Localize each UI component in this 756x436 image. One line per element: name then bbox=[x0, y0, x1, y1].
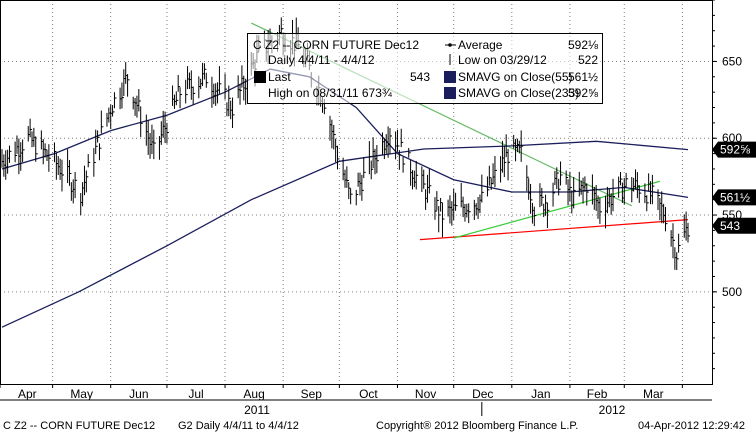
footer-period: G2 Daily 4/4/11 to 4/4/12 bbox=[178, 420, 299, 432]
legend-value: 592⅝ bbox=[568, 86, 599, 100]
right-label-text: 592⅝ bbox=[720, 143, 751, 157]
legend-average-dot bbox=[448, 43, 452, 47]
x-month-label: Aug bbox=[243, 387, 264, 401]
y-tick-label: 500 bbox=[722, 285, 742, 299]
legend-label: High on 08/31/11 673¾ bbox=[268, 86, 393, 100]
legend-value: 522 bbox=[578, 53, 598, 67]
legend-label: Low on 03/29/12 bbox=[458, 53, 547, 67]
footer: C Z2 -- CORN FUTURE Dec12 G2 Daily 4/4/1… bbox=[0, 416, 756, 436]
legend-label: Average bbox=[458, 38, 503, 52]
x-year-label: 2012 bbox=[599, 403, 626, 416]
legend-label: SMAVG on Close(55) bbox=[458, 70, 573, 84]
footer-security: C Z2 -- CORN FUTURE Dec12 bbox=[3, 420, 156, 432]
legend-label: Daily 4/4/11 - 4/4/12 bbox=[268, 53, 375, 67]
legend-value: 592⅛ bbox=[568, 38, 599, 52]
x-month-label: Dec bbox=[472, 387, 493, 401]
right-label-box bbox=[712, 141, 756, 158]
plot-frame bbox=[0, 0, 713, 385]
x-year-label: 2011 bbox=[244, 403, 270, 416]
x-month-label: Feb bbox=[587, 387, 608, 401]
x-month-label: May bbox=[70, 387, 93, 401]
right-value-label: 592⅝ bbox=[712, 141, 756, 158]
footer-copyright: Copyright® 2012 Bloomberg Finance L.P. bbox=[376, 420, 579, 432]
legend-sma-marker bbox=[444, 71, 456, 83]
x-month-label: Sep bbox=[301, 387, 323, 401]
x-month-label: Mar bbox=[643, 387, 664, 401]
trendline bbox=[419, 219, 689, 241]
x-month-label: Apr bbox=[18, 387, 37, 401]
legend-label: SMAVG on Close(233) bbox=[458, 86, 579, 100]
sma233-path bbox=[1, 140, 689, 328]
y-tick-label: 650 bbox=[722, 54, 742, 68]
right-label-text: 561½ bbox=[720, 190, 750, 204]
legend-sma-marker bbox=[444, 87, 456, 99]
legend-value: 561½ bbox=[568, 70, 598, 84]
right-value-label: 561½ bbox=[712, 189, 756, 206]
legend-box bbox=[247, 33, 603, 104]
sma233-line bbox=[1, 140, 689, 328]
trendline bbox=[453, 180, 661, 239]
legend-last-marker bbox=[254, 71, 266, 83]
legend-header: C Z2 -- CORN FUTURE Dec12 bbox=[253, 38, 419, 52]
right-label-box bbox=[712, 217, 756, 234]
x-month-label: Jun bbox=[129, 387, 148, 401]
right-value-label: 543 bbox=[712, 217, 756, 234]
x-month-label: Nov bbox=[415, 387, 436, 401]
legend-label: Last bbox=[268, 70, 291, 84]
footer-timestamp: 04-Apr-2012 12:29:42 bbox=[638, 420, 746, 432]
x-month-label: Oct bbox=[359, 387, 378, 401]
right-label-text: 543 bbox=[720, 219, 740, 233]
x-month-label: Jan bbox=[531, 387, 550, 401]
right-label-box bbox=[712, 189, 756, 206]
x-month-label: Jul bbox=[188, 387, 203, 401]
legend-value: 543 bbox=[410, 70, 430, 84]
